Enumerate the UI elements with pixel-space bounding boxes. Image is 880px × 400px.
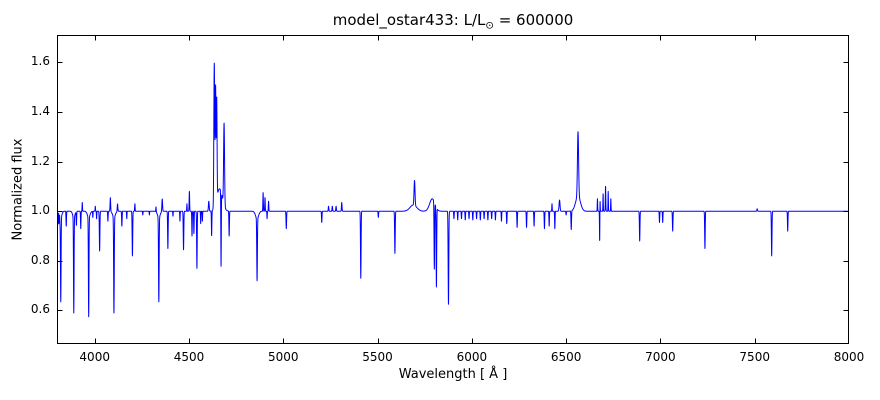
x-tick-label: 4000 xyxy=(79,350,110,364)
y-tick-label: 0.8 xyxy=(30,252,50,267)
chart-title-prefix: model_ostar433: L/L xyxy=(332,11,486,29)
axis-ticks xyxy=(58,36,848,343)
x-tick-label: 7500 xyxy=(739,350,770,364)
x-tick-label: 6500 xyxy=(550,350,582,364)
plot-area xyxy=(57,35,849,344)
x-tick-label: 4500 xyxy=(173,350,205,364)
y-tick-label: 0.6 xyxy=(30,302,50,317)
x-tick-label: 6000 xyxy=(456,350,488,364)
x-tick-label: 7000 xyxy=(645,350,676,364)
chart-title: model_ostar433: L/L⊙ = 600000 xyxy=(57,11,849,32)
y-axis-label: Normalized flux xyxy=(10,138,26,241)
chart-title-suffix: = 600000 xyxy=(493,11,574,29)
y-tick-label: 1.2 xyxy=(30,153,50,168)
x-axis-label: Wavelength [ Å ] xyxy=(398,367,508,382)
y-tick-label: 1.0 xyxy=(30,203,50,218)
spectrum-line xyxy=(57,62,849,318)
y-tick-label: 1.6 xyxy=(30,54,50,69)
y-tick-label: 1.4 xyxy=(30,103,50,118)
solar-symbol: ⊙ xyxy=(485,20,494,32)
plot-border xyxy=(57,35,849,344)
plot-canvas xyxy=(57,35,849,344)
x-tick-label: 5500 xyxy=(362,350,393,364)
x-tick-label: 5000 xyxy=(268,350,299,364)
x-tick-label: 8000 xyxy=(833,350,865,364)
